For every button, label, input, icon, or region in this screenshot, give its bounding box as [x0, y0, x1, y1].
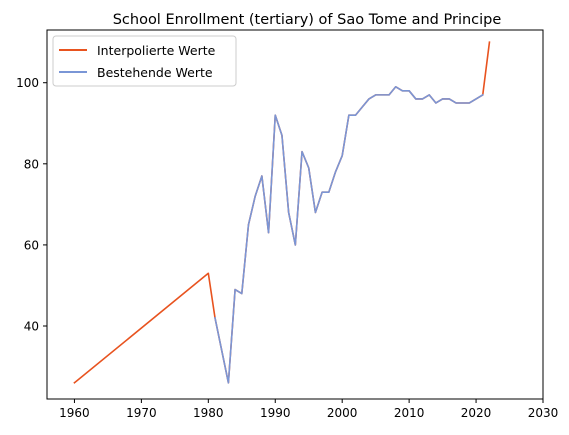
y-axis: 40 60 80 100: [16, 76, 47, 333]
legend-label-interpolated: Interpolierte Werte: [97, 43, 216, 58]
series-layer: [74, 42, 489, 383]
y-tick-label: 60: [24, 238, 39, 252]
legend: Interpolierte Werte Bestehende Werte: [53, 36, 236, 86]
x-tick-label: 2010: [394, 406, 425, 420]
x-tick-label: 1980: [193, 406, 224, 420]
x-tick-label: 1960: [59, 406, 90, 420]
x-tick-label: 1990: [260, 406, 291, 420]
x-tick-label: 2000: [327, 406, 358, 420]
series-line-0: [74, 42, 489, 383]
x-tick-label: 2020: [461, 406, 492, 420]
y-tick-label: 40: [24, 320, 39, 334]
legend-label-existing: Bestehende Werte: [97, 65, 213, 80]
x-tick-label: 1970: [126, 406, 157, 420]
y-tick-label: 80: [24, 157, 39, 171]
series-line-1: [215, 87, 483, 383]
x-axis: 1960 1970 1980 1990 2000 2010 2020 2030: [59, 399, 558, 420]
y-tick-label: 100: [16, 76, 39, 90]
chart-title: School Enrollment (tertiary) of Sao Tome…: [113, 12, 502, 28]
x-tick-label: 2030: [528, 406, 559, 420]
